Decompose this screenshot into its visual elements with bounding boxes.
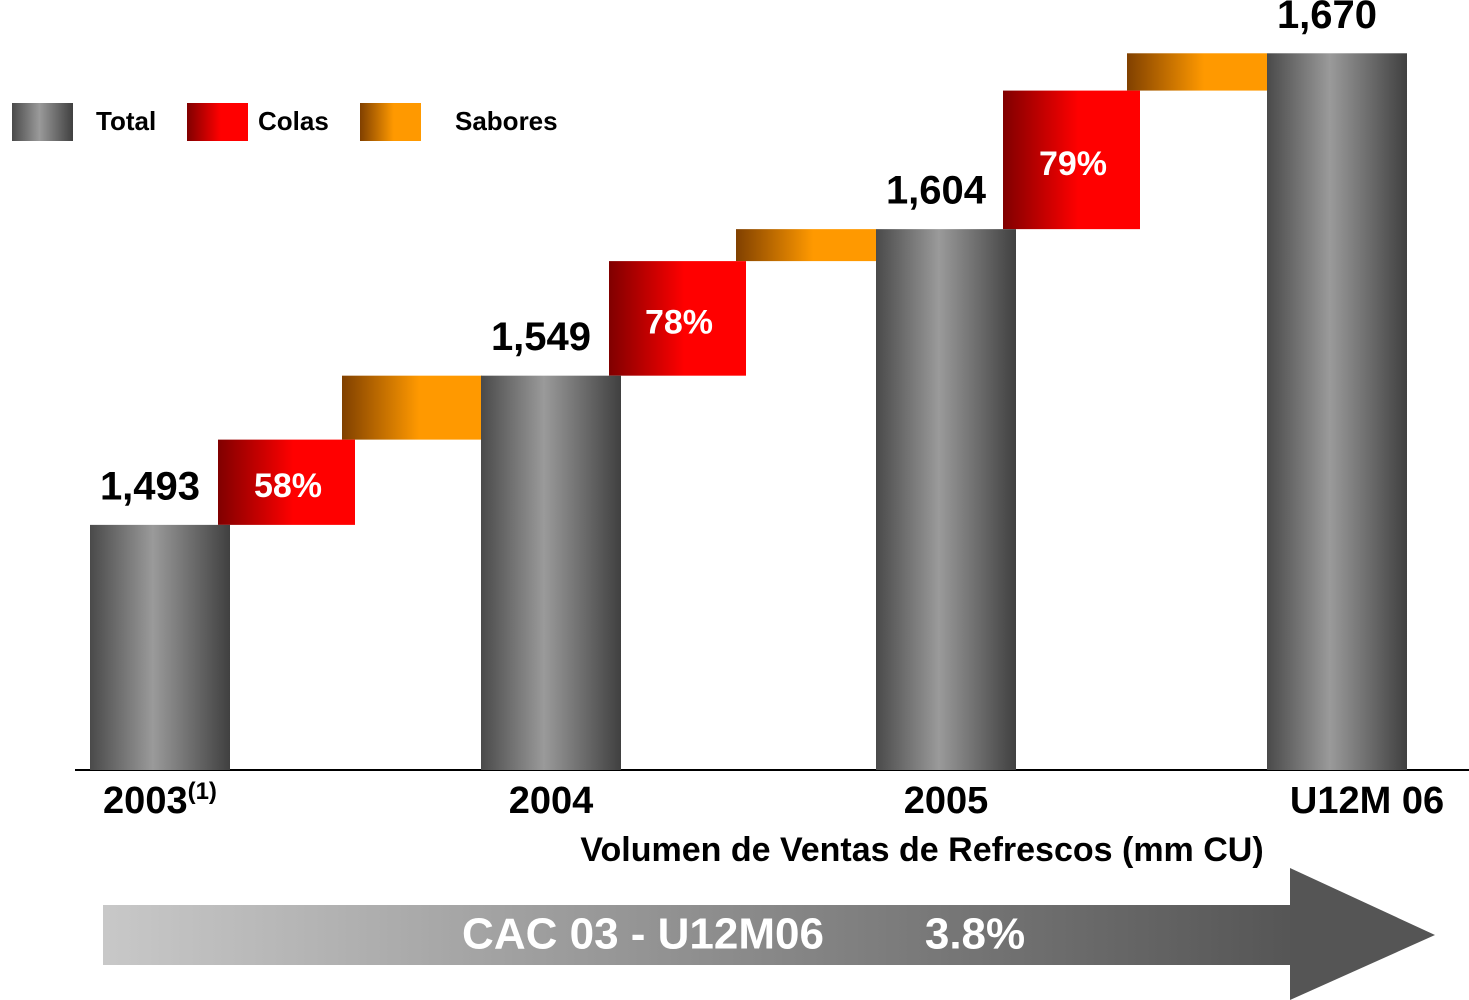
sabores-bar: [736, 229, 876, 262]
colas-bar: [1003, 90, 1140, 230]
legend-label: Sabores: [455, 106, 558, 136]
colas-share-label: 79%: [1039, 145, 1107, 183]
legend-swatch: [360, 103, 421, 141]
axis-title: Volumen de Ventas de Refrescos (mm CU): [580, 831, 1263, 869]
legend-swatch: [187, 103, 248, 141]
x-tick-text: 2005: [904, 780, 989, 822]
total-bar: [1267, 53, 1407, 771]
x-tick-label: 2003(1): [103, 778, 217, 822]
total-bar: [481, 375, 621, 770]
x-tick-label: U12M 06: [1290, 780, 1444, 822]
total-label: 1,493: [100, 464, 200, 508]
colas-bar: [609, 261, 746, 376]
cagr-value: 3.8%: [925, 910, 1025, 959]
cagr-arrow: [103, 905, 1298, 965]
legend-swatch: [12, 103, 73, 141]
total-label: 1,670: [1277, 0, 1377, 37]
colas-share-label: 78%: [645, 303, 713, 341]
total-bar: [90, 524, 230, 770]
colas-share-label: 58%: [254, 467, 322, 505]
x-tick-superscript: (1): [188, 778, 217, 805]
total-bar: [876, 229, 1016, 770]
colas-bar: [218, 439, 355, 525]
legend-label: Colas: [258, 106, 329, 136]
cagr-label: CAC 03 - U12M06: [462, 910, 824, 959]
sabores-bar: [342, 375, 482, 440]
x-tick-text: 2003: [103, 780, 188, 822]
sabores-bar: [1127, 53, 1267, 91]
total-label: 1,604: [886, 169, 987, 213]
legend-label: Total: [96, 106, 156, 136]
x-tick-text: 2004: [509, 780, 594, 822]
total-label: 1,549: [491, 315, 591, 359]
x-tick-text: U12M 06: [1290, 780, 1444, 822]
x-tick-label: 2005: [904, 780, 989, 822]
x-tick-label: 2004: [509, 780, 594, 822]
cagr-arrowhead: [1290, 868, 1435, 1000]
